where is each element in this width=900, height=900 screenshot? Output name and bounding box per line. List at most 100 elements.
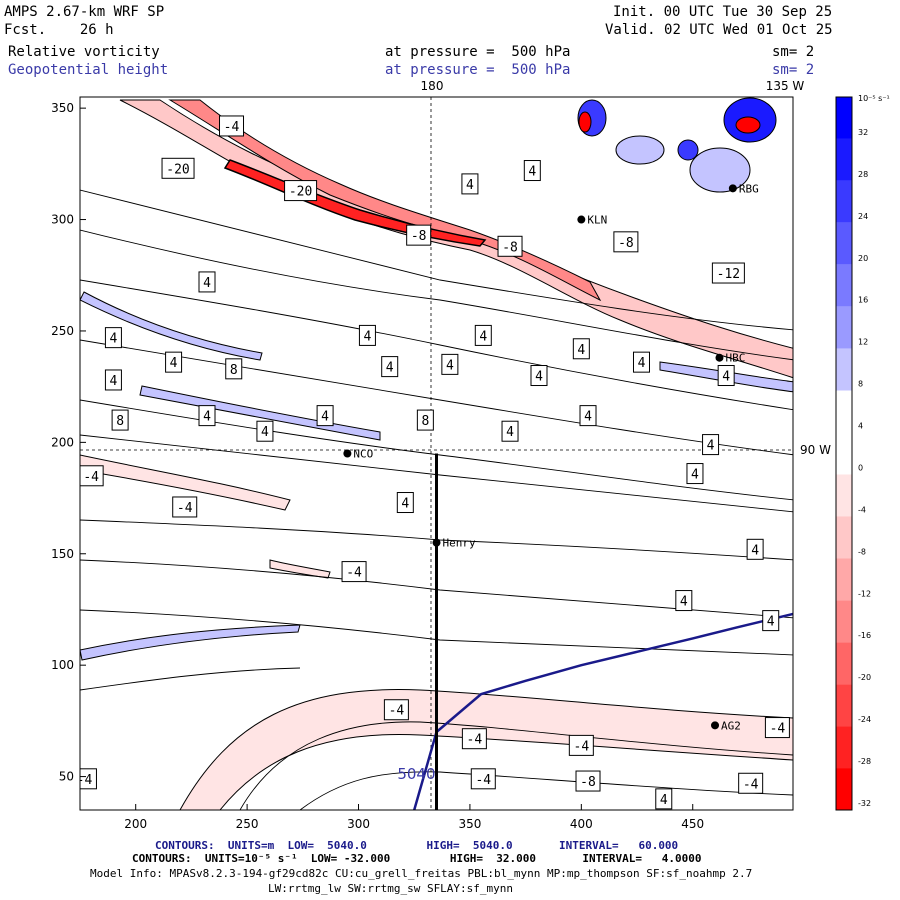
contour-label: 8 xyxy=(225,358,243,380)
contour-label-text: -4 xyxy=(389,704,405,719)
x-axis: 200 250 300 350 400 450 xyxy=(124,804,704,831)
contour-label-text: 4 xyxy=(577,343,585,358)
station-label: Henry xyxy=(443,537,476,550)
contour-label-box xyxy=(746,538,764,560)
contour-label-text: -4 xyxy=(770,722,786,737)
weak-negative-band-a xyxy=(80,454,291,511)
contour-label-box xyxy=(396,492,414,514)
colorbar-segment xyxy=(836,684,852,727)
model-title: AMPS 2.67-km WRF SP xyxy=(4,4,165,20)
colorbar-segment xyxy=(836,306,852,349)
contour-label: -4 xyxy=(341,561,367,583)
contour-label: 4 xyxy=(256,420,274,442)
contour-label-text: 4 xyxy=(170,356,178,371)
y-tick-label: 250 xyxy=(51,324,74,338)
station-label: HBC xyxy=(725,352,745,365)
colorbar-unit: 10⁻⁵ s⁻¹ xyxy=(858,94,890,103)
contour-label-text: 8 xyxy=(421,414,429,429)
contour-label-box xyxy=(497,235,523,257)
init-time: Init. 00 UTC Tue 30 Sep 25 xyxy=(613,4,832,20)
station-marker xyxy=(343,449,352,458)
contour-label: 4 xyxy=(892,350,900,370)
contour-label-box xyxy=(762,610,780,632)
colorbar-tick-label: 32 xyxy=(858,128,868,137)
negative-vorticity-cell xyxy=(735,116,761,134)
contour-label: 4 xyxy=(686,463,704,485)
contour-label-text: -4 xyxy=(346,566,362,581)
positive-vorticity-band-a xyxy=(80,291,263,361)
contour-label: 4 xyxy=(717,365,735,387)
contour-label-box xyxy=(474,324,492,346)
contour-label: -8 xyxy=(613,231,639,253)
smoothing1: sm= 2 xyxy=(772,44,815,60)
contour-label-text: 4 xyxy=(584,410,592,425)
contour-label-box xyxy=(686,463,704,485)
contour-label-text: 8 xyxy=(116,414,124,429)
contour-label: 4 xyxy=(12,167,28,187)
contour-label-text: -4 xyxy=(224,120,240,135)
contour-label: 4 xyxy=(501,420,519,442)
contour-label-text: 4 xyxy=(16,171,24,186)
contour-label-text: -4 xyxy=(475,773,491,788)
contour-label-text: 8 xyxy=(230,363,238,378)
colorbar-segment xyxy=(836,768,852,810)
contour-line xyxy=(80,279,793,411)
contour-label-text: -4 xyxy=(743,777,759,792)
station-marker xyxy=(728,184,737,193)
contour-label: -4 xyxy=(892,729,900,749)
contour-label-box xyxy=(461,173,479,195)
contour-label-text: -12 xyxy=(717,267,740,282)
contour-label-box xyxy=(568,734,594,756)
contour-label-box xyxy=(316,405,334,427)
contour-label-box xyxy=(632,351,650,373)
contour-label-text: -4 xyxy=(467,733,483,748)
contour-label: 4 xyxy=(198,271,216,293)
contour-label-text: -8 xyxy=(618,236,634,251)
contour-label-box xyxy=(104,327,122,349)
y-tick-label: 100 xyxy=(51,658,74,672)
contour-line xyxy=(80,189,793,331)
contour-line xyxy=(80,667,301,691)
contour-label-box xyxy=(219,115,245,137)
contour-label-text: -4 xyxy=(897,733,900,748)
x-tick-label: 200 xyxy=(124,817,147,831)
colorbar-segment xyxy=(836,642,852,685)
positive-vorticity-cell xyxy=(615,135,665,165)
vorticity-contour-info: CONTOURS: UNITS=10⁻⁵ s⁻¹ LOW= -32.000 HI… xyxy=(132,852,702,865)
contour-label-text: -4 xyxy=(77,773,93,788)
contour-label-text: 4 xyxy=(25,450,33,465)
contour-label-box xyxy=(501,420,519,442)
contour-label-box xyxy=(655,788,673,810)
contour-layer: -4-20-20444-8-8-8-12-8-16-4-12-8-8-84444… xyxy=(12,97,900,810)
contour-label: 8 xyxy=(111,409,129,431)
contour-label: -8 xyxy=(406,224,432,246)
contour-label-box xyxy=(80,465,104,487)
contour-label-text: 4 xyxy=(896,354,900,369)
plot-frame xyxy=(79,96,794,811)
contour-label-box xyxy=(892,729,900,749)
colorbar: 32 28 24 20 16 12 8 4 0 -4 -8 -12 -16 -20 -24 -28 -32 xyxy=(835,96,871,811)
contour-label-text: 4 xyxy=(660,793,668,808)
contour-label-box xyxy=(383,699,409,721)
contour-line xyxy=(80,609,793,656)
meridian-label-right: 90 W xyxy=(800,443,831,457)
contour-label: 4 xyxy=(523,160,541,182)
vorticity-labels: -4-20-20444-8-8-8-12-8-16-4-12-8-8-84444… xyxy=(12,115,900,810)
contour-label-text: -20 xyxy=(289,185,312,200)
model-info-2: LW:rrtmg_lw SW:rrtmg_sw SFLAY:sf_mynn xyxy=(268,882,514,895)
contour-label-text: 4 xyxy=(261,425,269,440)
storm-features xyxy=(577,97,777,193)
contour-label-box xyxy=(358,324,376,346)
contour-label: 4 xyxy=(381,356,399,378)
contour-label-text: 4 xyxy=(466,178,474,193)
contour-label: 4 xyxy=(762,610,780,632)
contour-label-box xyxy=(284,180,318,202)
colorbar-tick-label: 20 xyxy=(858,254,868,263)
contour-label-box xyxy=(172,496,198,518)
contour-label-box xyxy=(27,348,43,368)
station-label: AG2 xyxy=(721,719,741,732)
contour-label: 4 xyxy=(867,267,883,287)
colorbar-segment xyxy=(836,474,852,517)
contour-label-box xyxy=(256,420,274,442)
